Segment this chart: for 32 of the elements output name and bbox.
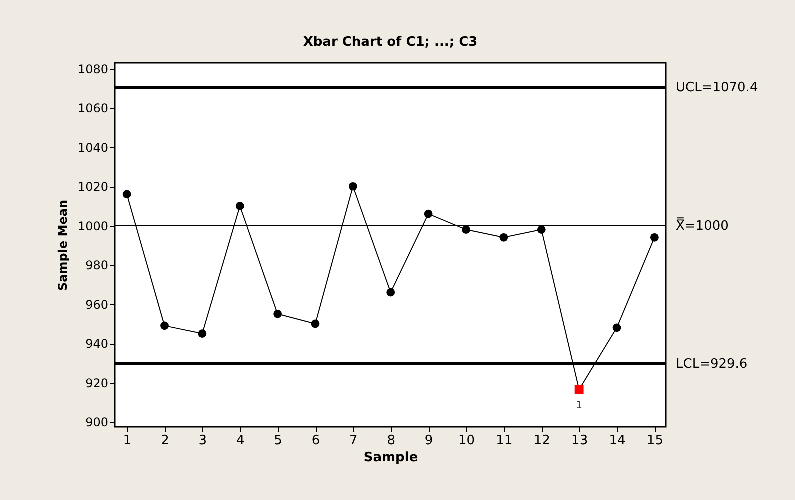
x-tick-label: 8	[387, 434, 396, 448]
chart-title: Xbar Chart of C1; ...; C3	[303, 34, 478, 50]
y-tick-label: 900	[86, 416, 108, 430]
y-tick-label: 960	[86, 298, 108, 312]
x-tick-label: 11	[496, 434, 513, 448]
y-tick-label: 920	[86, 376, 108, 390]
x-tick-label: 10	[458, 434, 476, 448]
y-axis-title: Sample Mean	[56, 200, 70, 291]
x-tick-label: 14	[609, 434, 626, 448]
y-tick-label: 1000	[78, 219, 108, 234]
x-tick-label: 13	[572, 434, 588, 448]
x-tick-label: 4	[236, 434, 245, 448]
annotation: 1	[576, 400, 583, 412]
ref-line-label: X̿=1000	[676, 218, 729, 234]
x-tick-label: 1	[123, 434, 132, 448]
ref-line-label: UCL=1070.4	[676, 80, 758, 96]
x-tick-label: 12	[534, 434, 550, 448]
x-tick-label: 15	[646, 434, 664, 448]
x-axis-title: Sample	[364, 450, 418, 466]
x-tick-label: 7	[350, 434, 358, 448]
y-tick-label: 1020	[78, 180, 108, 194]
x-tick-label: 5	[274, 434, 282, 448]
y-tick-label: 1060	[78, 102, 108, 116]
y-tick-label: 980	[86, 258, 108, 273]
x-tick-label: 9	[424, 434, 434, 448]
x-tick-label: 6	[312, 434, 320, 448]
x-tick-label: 2	[161, 434, 170, 448]
x-tick-label: 3	[198, 434, 208, 448]
y-tick-label: 1080	[78, 62, 108, 76]
ref-line-label: LCL=929.6	[676, 357, 748, 372]
y-tick-label: 940	[86, 337, 108, 352]
y-tick-label: 1040	[78, 140, 108, 155]
